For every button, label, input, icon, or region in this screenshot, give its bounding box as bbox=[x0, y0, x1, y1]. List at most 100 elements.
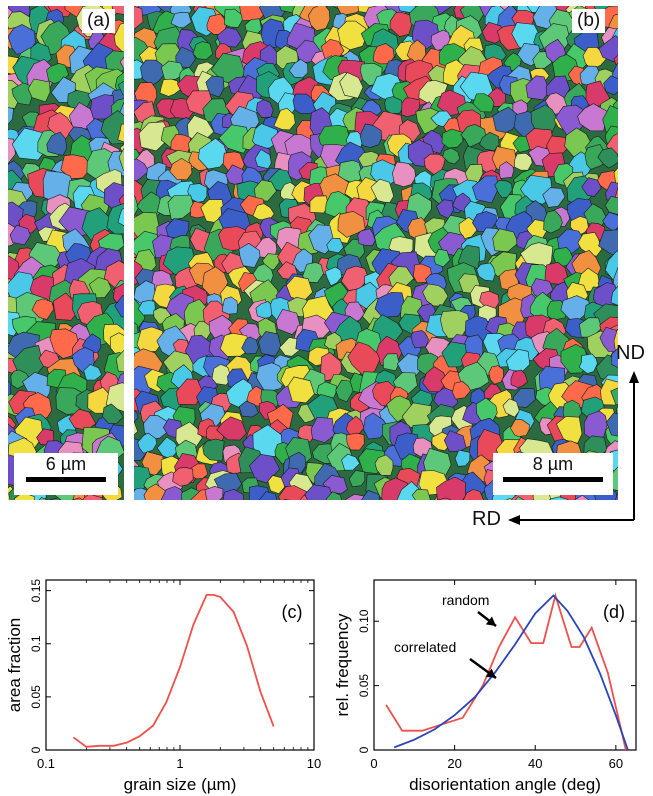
grain bbox=[492, 106, 519, 133]
grain bbox=[136, 326, 164, 353]
grain bbox=[454, 449, 471, 467]
grain bbox=[205, 75, 225, 98]
grain bbox=[374, 292, 406, 318]
y-tick-label: 0.1 bbox=[29, 635, 43, 652]
grain bbox=[498, 161, 515, 179]
y-tick-label: 0 bbox=[357, 746, 371, 753]
grain bbox=[422, 366, 448, 393]
grain bbox=[615, 493, 618, 500]
grain bbox=[452, 381, 471, 400]
grain bbox=[573, 494, 590, 500]
grain bbox=[216, 416, 247, 441]
grain bbox=[8, 107, 14, 125]
grain bbox=[372, 43, 395, 65]
grain bbox=[548, 496, 569, 500]
grain bbox=[463, 489, 484, 500]
grain bbox=[27, 78, 51, 103]
series-line-random bbox=[393, 594, 629, 751]
grain bbox=[357, 228, 376, 247]
grain bbox=[307, 6, 331, 32]
grain bbox=[102, 403, 124, 424]
grain bbox=[134, 420, 139, 436]
annotation-correlated: correlated bbox=[394, 639, 456, 655]
grain bbox=[288, 58, 309, 78]
grain bbox=[143, 483, 167, 500]
series-line-correlated bbox=[385, 592, 627, 751]
grain bbox=[302, 262, 324, 283]
grain bbox=[543, 210, 563, 234]
grain bbox=[252, 424, 283, 458]
grain bbox=[525, 75, 550, 101]
grain bbox=[71, 497, 84, 500]
chart-d: 0 20 40 60 0 0.05 0.10 disorientation angle (de… bbox=[333, 579, 637, 794]
grain bbox=[82, 493, 103, 500]
grain bbox=[581, 177, 602, 197]
grain bbox=[610, 387, 618, 406]
y-tick-label: 0.05 bbox=[357, 674, 371, 698]
x-tick-label: 0.1 bbox=[37, 756, 55, 771]
grain bbox=[221, 296, 238, 315]
grain bbox=[170, 12, 192, 29]
grain bbox=[172, 467, 194, 487]
grain bbox=[115, 349, 124, 373]
grain bbox=[309, 195, 329, 214]
grain bbox=[117, 208, 124, 226]
grain bbox=[49, 328, 80, 359]
grain bbox=[505, 348, 531, 372]
grain bbox=[137, 300, 156, 316]
grain bbox=[238, 400, 259, 418]
grain bbox=[337, 20, 367, 51]
grain bbox=[382, 353, 400, 372]
grain bbox=[169, 157, 193, 181]
grain bbox=[610, 285, 618, 306]
grain bbox=[258, 491, 278, 500]
grain bbox=[100, 110, 124, 145]
grain bbox=[48, 497, 61, 500]
grain bbox=[106, 203, 124, 235]
grain bbox=[336, 6, 366, 16]
grain bbox=[556, 416, 583, 444]
grain bbox=[254, 179, 277, 202]
grain bbox=[117, 123, 124, 143]
grain bbox=[384, 96, 404, 115]
grain bbox=[472, 175, 499, 204]
x-tick-label: 20 bbox=[447, 756, 461, 771]
y-axis-label: rel. frequency bbox=[333, 613, 352, 716]
grain bbox=[472, 93, 495, 113]
rd-arrow-head bbox=[508, 515, 520, 525]
grain bbox=[31, 298, 55, 320]
grain bbox=[241, 336, 259, 355]
grain bbox=[514, 152, 533, 171]
arrow-random-head bbox=[485, 616, 496, 626]
ebsd-map-a bbox=[8, 6, 124, 500]
grain bbox=[252, 123, 279, 150]
grain bbox=[613, 328, 618, 356]
grain bbox=[437, 497, 452, 500]
grain bbox=[219, 332, 252, 357]
grain bbox=[433, 248, 451, 268]
grain bbox=[204, 485, 224, 500]
grain bbox=[606, 412, 618, 437]
grain bbox=[134, 298, 146, 331]
panel-a-label: (a) bbox=[82, 9, 116, 33]
panel-b-label: (b) bbox=[572, 9, 606, 33]
scalebar-a-bar bbox=[26, 477, 106, 482]
grain bbox=[134, 409, 139, 423]
scalebar-b-text: 8 µm bbox=[532, 454, 574, 474]
grain bbox=[175, 378, 204, 406]
grain bbox=[283, 499, 291, 500]
x-tick-label: 10 bbox=[307, 756, 321, 771]
grain bbox=[348, 470, 366, 488]
grain bbox=[441, 128, 464, 149]
nd-arrow-head bbox=[629, 371, 639, 383]
grain bbox=[159, 78, 181, 97]
grain bbox=[160, 60, 186, 80]
grain bbox=[598, 229, 618, 256]
grain bbox=[374, 454, 394, 476]
grain bbox=[613, 167, 618, 187]
grain bbox=[310, 416, 335, 443]
grain bbox=[138, 121, 172, 152]
grain bbox=[326, 237, 344, 254]
annotation-random: random bbox=[442, 592, 489, 608]
grain bbox=[346, 432, 365, 451]
